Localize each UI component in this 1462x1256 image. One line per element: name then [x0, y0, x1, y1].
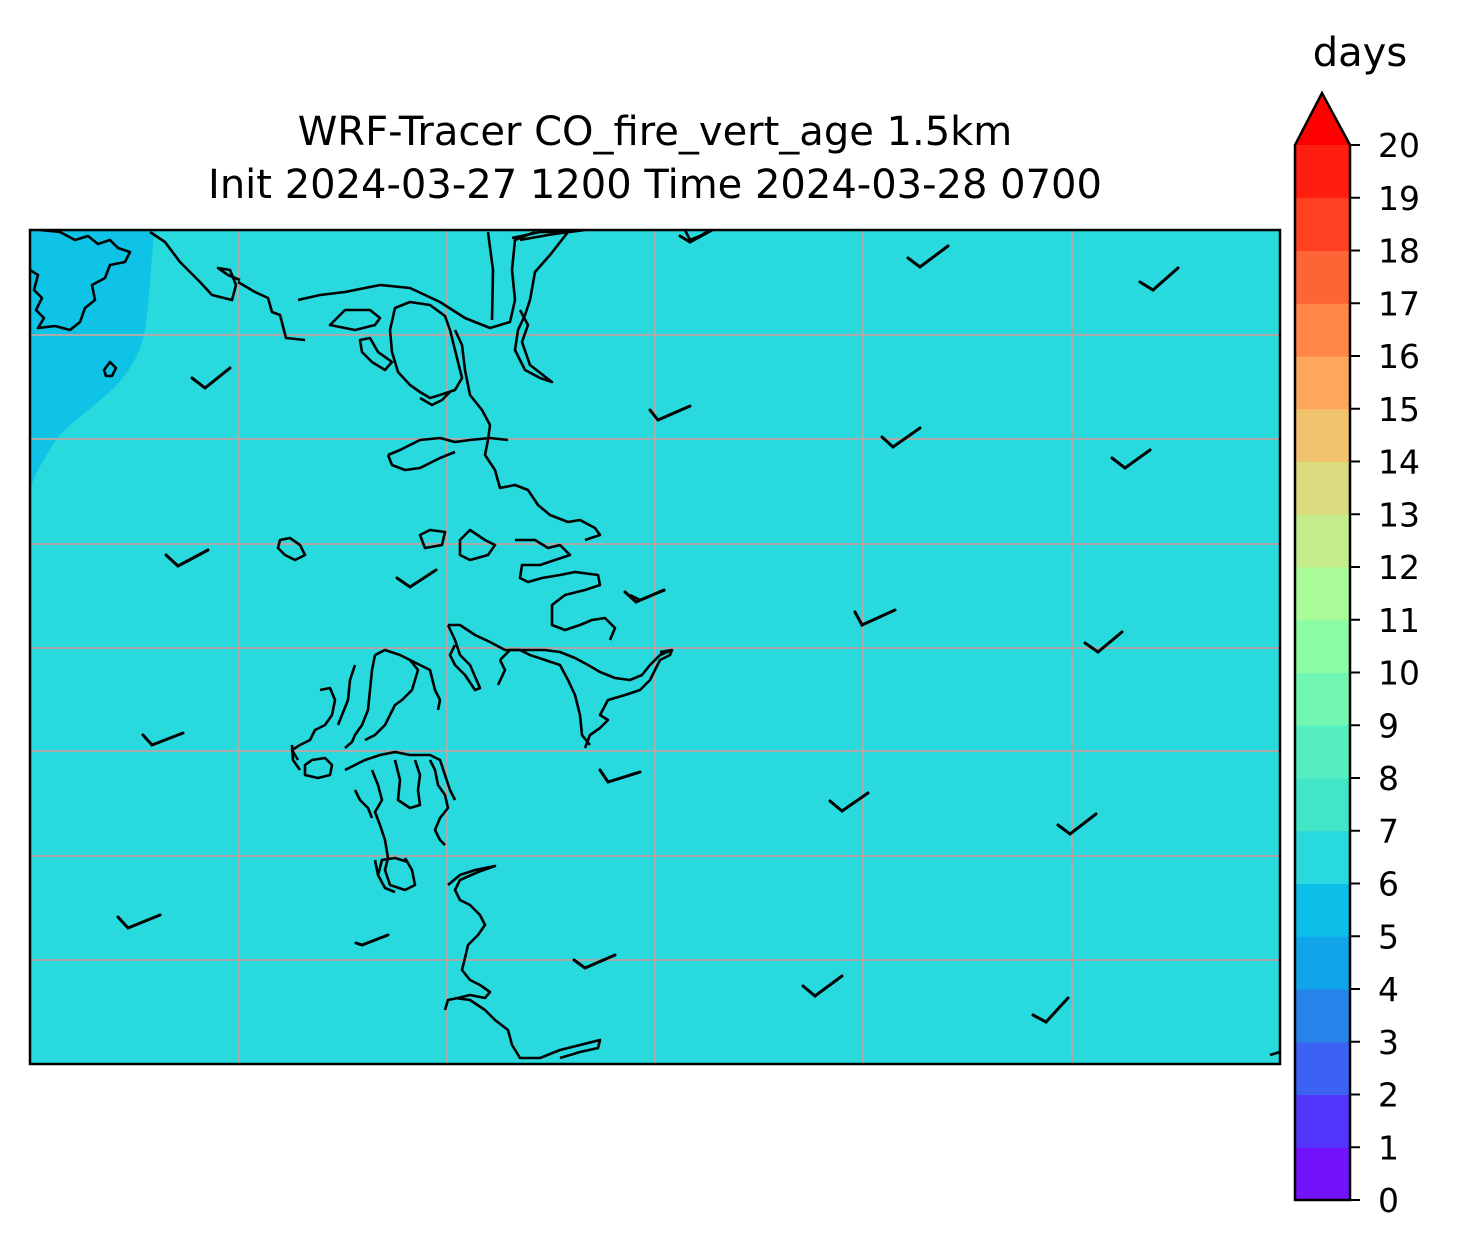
colorbar-tick-label: 1: [1378, 1128, 1399, 1167]
contour-region-5-6-days: [30, 230, 155, 490]
colorbar-tick-label: 20: [1378, 126, 1420, 165]
colorbar-outline: [1293, 90, 1352, 1202]
colorbar-tick-label: 17: [1378, 284, 1420, 323]
colorbar-block: [1295, 619, 1350, 673]
colorbar-block: [1295, 778, 1350, 832]
colorbar-tick-label: 2: [1378, 1076, 1399, 1115]
colorbar-tick-label: 4: [1378, 970, 1399, 1009]
colorbar-tick-label: 19: [1378, 179, 1420, 218]
colorbar-tick-label: 13: [1378, 495, 1420, 534]
colorbar-block: [1295, 1041, 1350, 1095]
colorbar-tick-label: 9: [1378, 706, 1399, 745]
map-frame: [28, 228, 1282, 1066]
colorbar-block: [1295, 356, 1350, 410]
colorbar-tick-label: 3: [1378, 1023, 1399, 1062]
colorbar-blocks: [1295, 145, 1350, 1201]
colorbar-block: [1295, 145, 1350, 199]
colorbar-tick-label: 18: [1378, 232, 1420, 271]
colorbar-block: [1295, 514, 1350, 568]
colorbar-block: [1295, 1147, 1350, 1201]
colorbar-tick-label: 0: [1378, 1181, 1399, 1220]
colorbar-tick-label: 8: [1378, 759, 1399, 798]
colorbar-block: [1295, 1094, 1350, 1148]
colorbar-block: [1295, 461, 1350, 515]
colorbar-block: [1295, 830, 1350, 884]
colorbar-block: [1295, 883, 1350, 937]
map-gridlines: [30, 230, 1280, 1064]
colorbar-tick-label: 6: [1378, 865, 1399, 904]
title-line-1: WRF-Tracer CO_fire_vert_age 1.5km: [297, 109, 1013, 155]
colorbar-block: [1295, 250, 1350, 304]
colorbar-block: [1295, 567, 1350, 621]
colorbar-tick-label: 11: [1378, 601, 1420, 640]
colorbar-block: [1295, 989, 1350, 1043]
colorbar-block: [1295, 303, 1350, 357]
colorbar-tick-label: 12: [1378, 548, 1420, 587]
coastlines: [30, 230, 1280, 1060]
colorbar-label: days: [1313, 30, 1407, 76]
colorbar-tick-label: 14: [1378, 443, 1420, 482]
colorbar-tick-label: 5: [1378, 917, 1399, 956]
colorbar-block: [1295, 408, 1350, 462]
colorbar-block: [1295, 936, 1350, 990]
colorbar-extend-triangle: [1295, 93, 1350, 145]
colorbar-block: [1295, 197, 1350, 251]
colorbar-tick-label: 10: [1378, 654, 1420, 693]
map-title: WRF-Tracer CO_fire_vert_age 1.5km Init 2…: [30, 106, 1280, 212]
colorbar-block: [1295, 725, 1350, 779]
title-line-2: Init 2024-03-27 1200 Time 2024-03-28 070…: [208, 162, 1102, 208]
colorbar-tick-label: 7: [1378, 812, 1399, 851]
colorbar-tick-label: 15: [1378, 390, 1420, 429]
wind-barbs: [116, 230, 1180, 1024]
colorbar-tick-label: 16: [1378, 337, 1420, 376]
colorbar-block: [1295, 672, 1350, 726]
